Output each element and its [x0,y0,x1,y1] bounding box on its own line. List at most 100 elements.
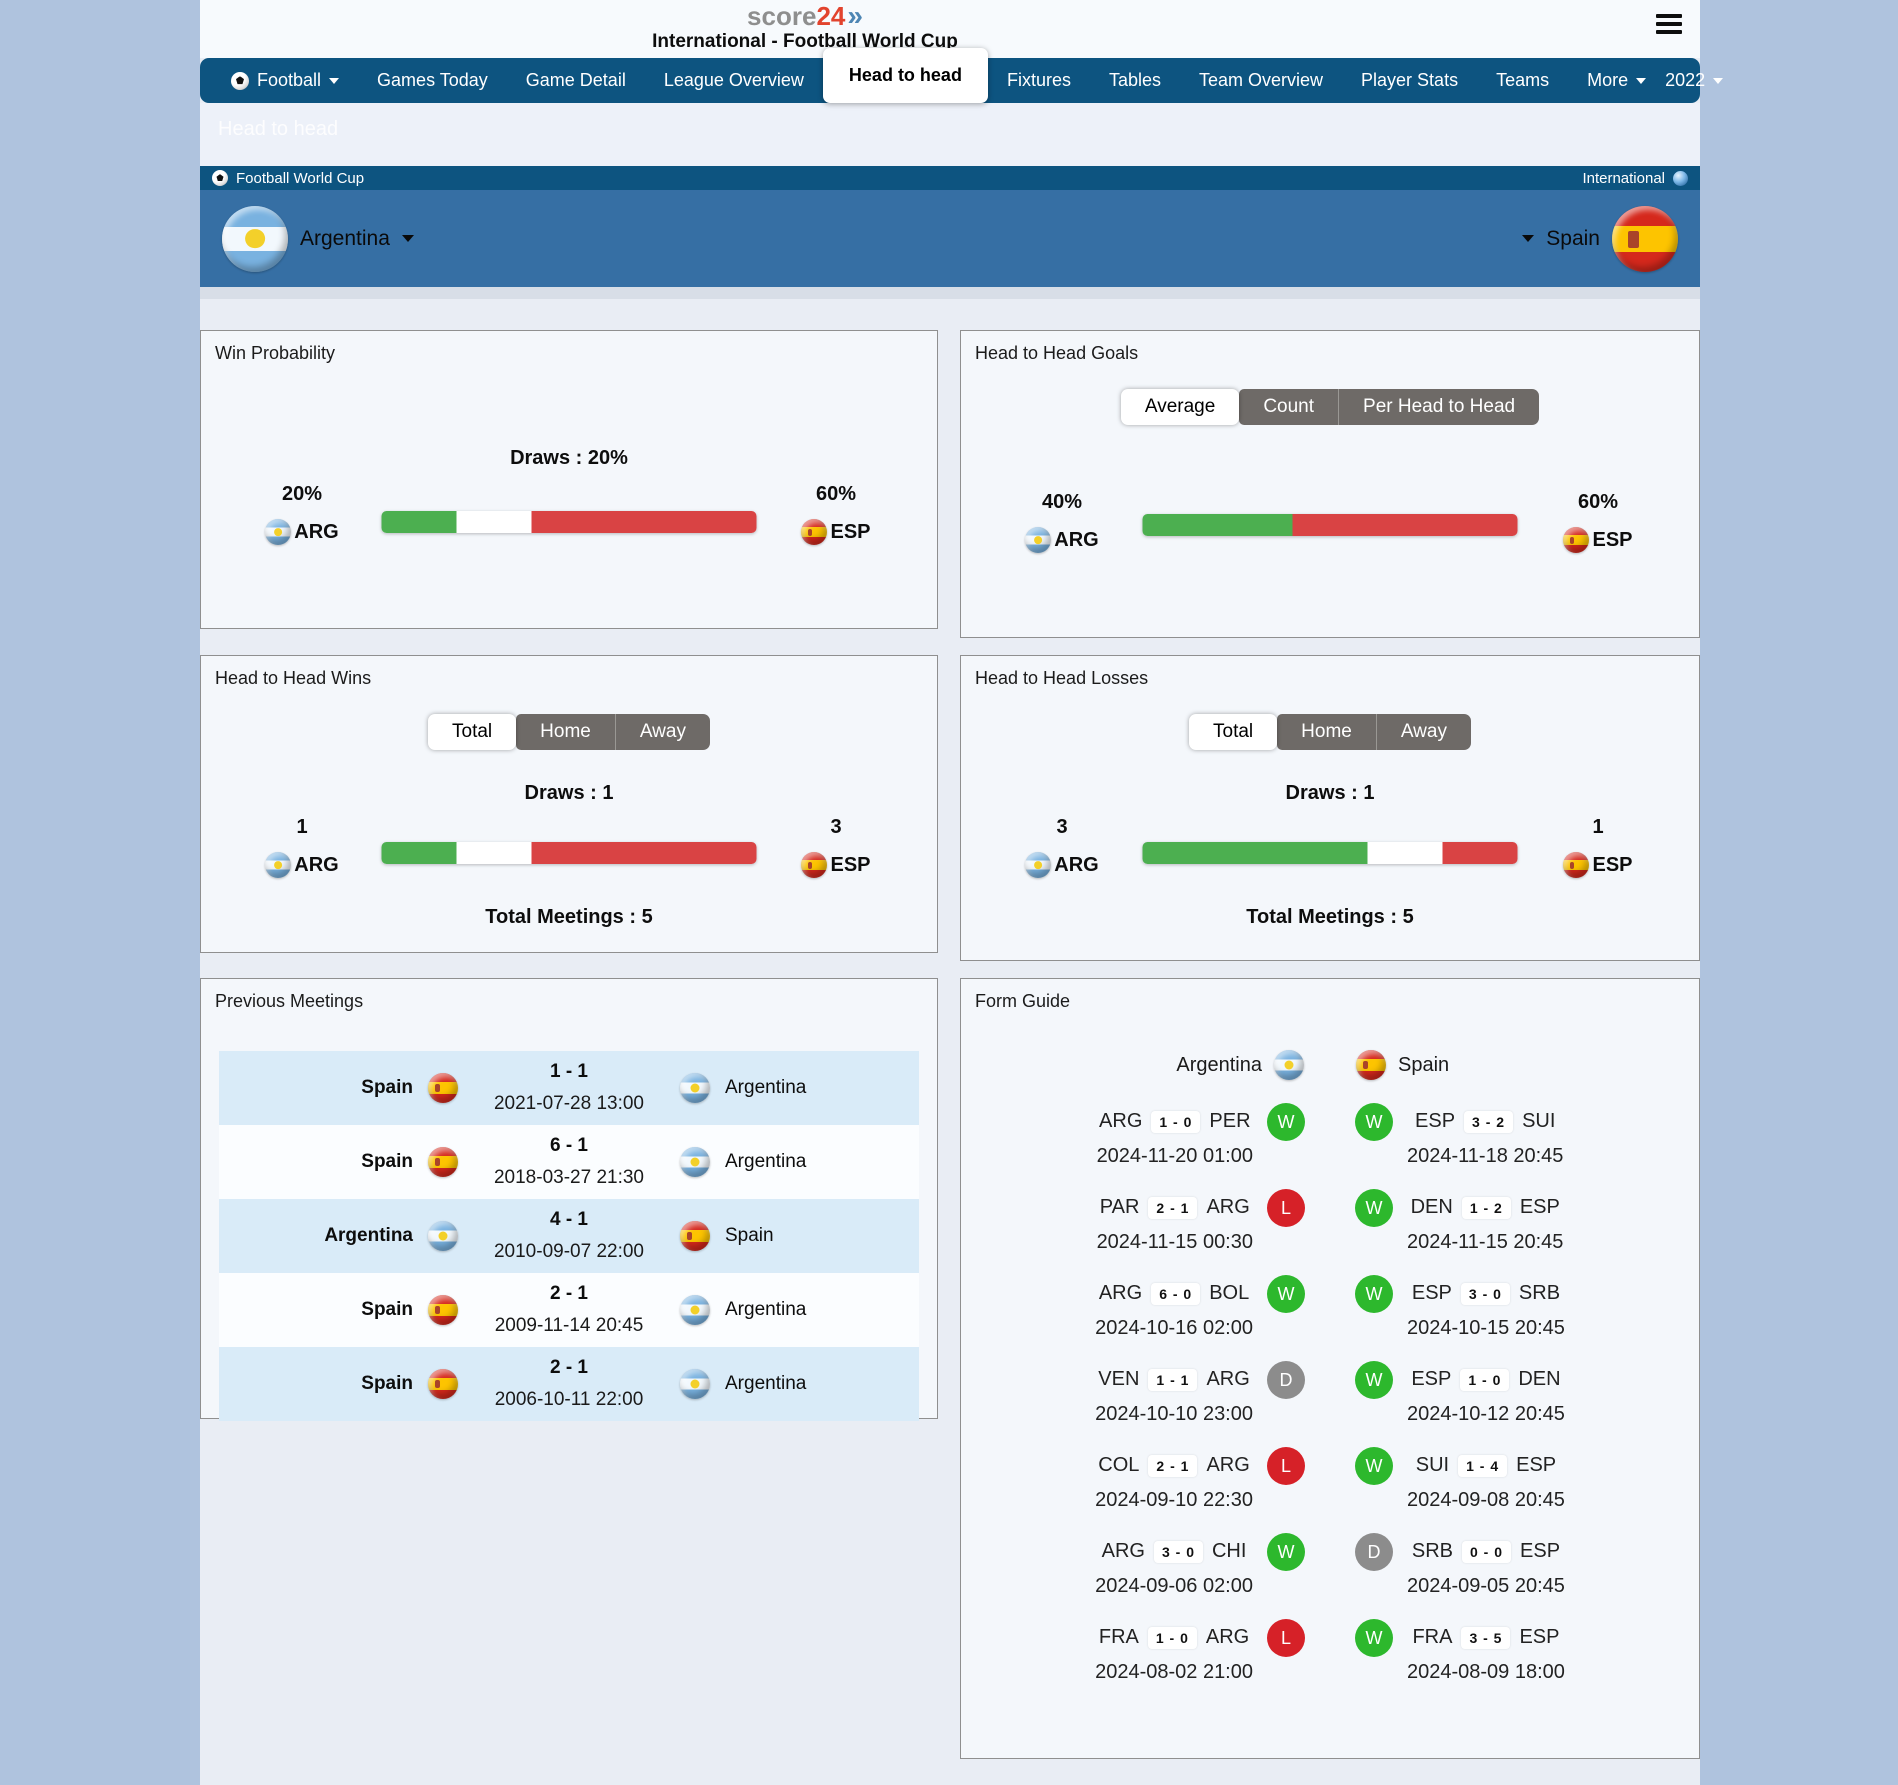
away-form-entry[interactable]: W ESP 3 - 2 SUI 2024-11-18 20:45 [1330,1103,1699,1168]
home-form-entry[interactable]: FRA 1 - 0 ARG 2024-08-02 21:00 L [961,1619,1330,1684]
spain-flag-icon [1612,205,1678,272]
tab-away[interactable]: Away [1375,714,1471,750]
away-form-entry[interactable]: W FRA 3 - 5 ESP 2024-08-09 18:00 [1330,1619,1699,1684]
nav-item-player-stats[interactable]: Player Stats [1342,58,1477,103]
away-form-entry[interactable]: W SUI 1 - 4 ESP 2024-09-08 20:45 [1330,1447,1699,1512]
nav-item-label: Teams [1496,70,1550,90]
form-match: PAR 2 - 1 ARG 2024-11-15 00:30 [1097,1196,1253,1254]
nav-item-league-overview[interactable]: League Overview [645,58,823,103]
season-dropdown[interactable]: 2022 [1665,70,1733,91]
form-match: ESP 3 - 2 SUI 2024-11-18 20:45 [1407,1110,1563,1168]
tab-total[interactable]: Total [428,714,517,750]
argentina-flag-icon [265,519,292,545]
home-form-entry[interactable]: ARG 3 - 0 CHI 2024-09-06 02:00 W [961,1533,1330,1598]
meeting-row[interactable]: Argentina 4 - 1 2010-09-07 22:00 Spain [219,1199,919,1273]
divider-strip [200,287,1700,299]
losses-tabs: Total Home Away [961,714,1699,750]
nav-item-more[interactable]: More [1568,58,1665,103]
match-line: VEN 1 - 1 ARG [1098,1368,1250,1391]
home-stat-value: 1 [296,816,308,838]
total-meetings-label: Total Meetings : 5 [1246,906,1414,928]
bar-segment-red [1292,514,1518,536]
site-logo[interactable]: score24» [652,2,958,30]
away-stat-block: 1 ESP [1543,816,1653,878]
away-form-entry[interactable]: W ESP 3 - 0 SRB 2024-10-15 20:45 [1330,1275,1699,1340]
nav-item-team-overview[interactable]: Team Overview [1180,58,1342,103]
home-form-entry[interactable]: COL 2 - 1 ARG 2024-09-10 22:30 L [961,1447,1330,1512]
page-title: International - Football World Cup [652,31,958,52]
score-badge: 1 - 1 [1148,1368,1198,1391]
meeting-row[interactable]: Spain 2 - 1 2006-10-11 22:00 Argentina [219,1347,919,1421]
spain-flag-icon [428,1073,458,1103]
meeting-row[interactable]: Spain 2 - 1 2009-11-14 20:45 Argentina [219,1273,919,1347]
match-score: 6 - 1 [549,1135,588,1156]
match-line: ESP 3 - 0 SRB [1412,1282,1560,1305]
team-code: FRA [1098,1626,1139,1648]
away-form-entry[interactable]: W DEN 1 - 2 ESP 2024-11-15 20:45 [1330,1189,1699,1254]
match-score: 1 - 1 [549,1061,588,1082]
result-draw-badge: D [1355,1533,1393,1571]
region-label: International [1582,169,1665,187]
bar-segment-white [456,842,532,864]
tab-away[interactable]: Away [614,714,710,750]
spain-flag-icon [1563,852,1590,878]
tab-per-head-to-head[interactable]: Per Head to Head [1338,389,1540,425]
bar-segment-green [381,842,457,864]
goals-tabs: Average Count Per Head to Head [961,389,1699,425]
nav-item-head-to-head[interactable]: Head to head [822,48,988,103]
bar-segment-green [1142,514,1293,536]
home-form-entry[interactable]: VEN 1 - 1 ARG 2024-10-10 23:00 D [961,1361,1330,1426]
region-selector[interactable]: International [1582,170,1688,187]
nav-item-football[interactable]: Football [212,58,358,103]
team-code: ARG [1205,1626,1250,1648]
away-team-name: Spain [1398,1053,1450,1076]
score-badge: 1 - 2 [1461,1196,1511,1219]
home-team-code: ARG [1054,528,1099,551]
team-code: PAR [1099,1196,1140,1218]
nav-item-fixtures[interactable]: Fixtures [988,58,1090,103]
home-team-selector[interactable]: Argentina [222,205,414,272]
match-line: FRA 1 - 0 ARG [1099,1626,1249,1649]
meeting-row[interactable]: Spain 1 - 1 2021-07-28 13:00 Argentina [219,1051,919,1125]
form-match: ARG 3 - 0 CHI 2024-09-06 02:00 [1095,1540,1253,1598]
tab-count[interactable]: Count [1239,389,1339,425]
away-stat-value: 60% [815,483,857,505]
nav-item-game-detail[interactable]: Game Detail [507,58,645,103]
match-score: 2 - 1 [549,1283,588,1304]
away-stat-value: 3 [830,816,842,838]
home-team-name: Spain [361,1151,413,1172]
away-stat-value: 60% [1577,491,1619,513]
globe-icon [1673,170,1688,186]
score-badge: 0 - 0 [1462,1540,1512,1563]
team-code: DEN [1410,1196,1453,1218]
nav-item-games-today[interactable]: Games Today [358,58,507,103]
away-team-name: Argentina [725,1373,807,1394]
tab-home[interactable]: Home [516,714,615,750]
sub-header-strip: Head to head [200,103,1700,166]
nav-item-label: Game Detail [525,70,626,90]
tab-home[interactable]: Home [1277,714,1376,750]
away-form-entry[interactable]: W ESP 1 - 0 DEN 2024-10-12 20:45 [1330,1361,1699,1426]
home-form-entry[interactable]: ARG 6 - 0 BOL 2024-10-16 02:00 W [961,1275,1330,1340]
argentina-flag-icon [680,1369,710,1399]
meeting-row[interactable]: Spain 6 - 1 2018-03-27 21:30 Argentina [219,1125,919,1199]
nav-item-tables[interactable]: Tables [1090,58,1180,103]
tab-average[interactable]: Average [1120,389,1240,425]
home-form-entry[interactable]: ARG 1 - 0 PER 2024-11-20 01:00 W [961,1103,1330,1168]
hamburger-menu-icon[interactable] [1656,14,1682,34]
form-guide-rows: ARG 1 - 0 PER 2024-11-20 01:00 W W ESP 3 - 2 SUI… [961,1103,1699,1684]
team-code: BOL [1209,1282,1250,1304]
away-form-entry[interactable]: D SRB 0 - 0 ESP 2024-09-05 20:45 [1330,1533,1699,1598]
nav-item-teams[interactable]: Teams [1477,58,1568,103]
home-team-name: Argentina [300,226,390,250]
home-stat-value: 40% [1041,491,1083,513]
match-line: ARG 1 - 0 PER [1099,1110,1251,1133]
home-form-entry[interactable]: PAR 2 - 1 ARG 2024-11-15 00:30 L [961,1189,1330,1254]
panel-head-to-head-wins: Head to Head Wins Total Home Away Draws : … [200,655,938,953]
tab-total[interactable]: Total [1189,714,1278,750]
team-code: ESP [1411,1368,1452,1390]
nav-items: Football Games Today Game Detail League Ove… [212,48,1665,103]
nav-item-label: Games Today [377,70,488,90]
away-team-selector[interactable]: Spain [1522,205,1678,272]
nav-item-label: Player Stats [1361,70,1459,90]
